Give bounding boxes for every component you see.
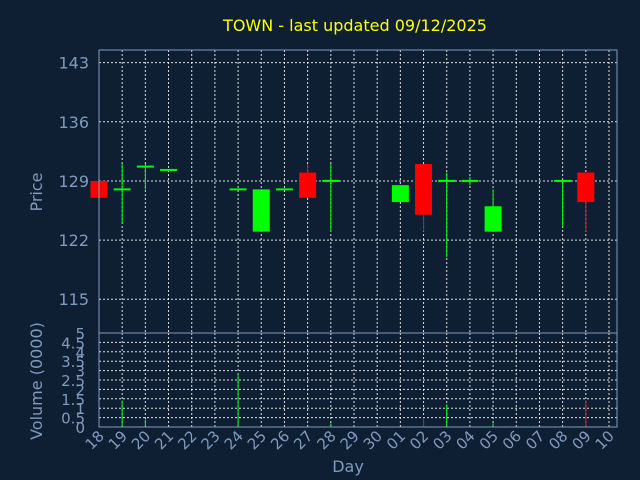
candle-body	[160, 168, 178, 171]
volume-tick-label: 0.5	[61, 410, 85, 428]
volume-tick-label: 3.5	[61, 353, 85, 371]
volume-tick-label: 4.5	[61, 334, 85, 352]
volume-axis-label: Volume (0000)	[27, 322, 46, 440]
candle-body	[136, 165, 154, 168]
volume-tick-label: 2	[75, 381, 85, 399]
price-tick-label: 136	[58, 113, 89, 132]
candle-body	[554, 179, 572, 182]
price-tick-label: 122	[58, 231, 89, 250]
candle-body	[252, 189, 270, 232]
volume-tick-label: 4	[75, 344, 85, 362]
chart-title: TOWN - last updated 09/12/2025	[222, 16, 487, 35]
candle-body	[391, 185, 409, 203]
candle-body	[484, 206, 502, 232]
price-tick-label: 115	[58, 290, 89, 309]
price-panel: 115 122 129 136 143	[58, 49, 618, 334]
candle-body	[461, 179, 479, 182]
volume-plot-frame	[98, 332, 618, 428]
candle-body	[113, 188, 131, 191]
volume-tick-label: 2.5	[61, 372, 85, 390]
volume-tick-label: 5	[75, 325, 85, 343]
candle-body	[438, 179, 456, 182]
volume-tick-label: 1.5	[61, 391, 85, 409]
price-tick-label: 129	[58, 172, 89, 191]
volume-tick-label: 1	[75, 400, 85, 418]
price-axis-label: Price	[27, 172, 46, 211]
volume-panel: 00.511.522.533.544.551819202122232425262…	[61, 325, 618, 453]
x-axis-label: Day	[332, 457, 364, 476]
candle-body	[577, 172, 595, 203]
volume-tick-label: 0	[75, 419, 85, 437]
candle-body	[299, 172, 317, 198]
x-tick-label: 10	[592, 427, 618, 453]
price-tick-label: 143	[58, 54, 89, 73]
candle-body	[322, 179, 340, 182]
candle-body	[229, 188, 247, 191]
candle-body	[415, 164, 433, 215]
candle-body	[275, 188, 293, 191]
volume-tick-label: 3	[75, 363, 85, 381]
